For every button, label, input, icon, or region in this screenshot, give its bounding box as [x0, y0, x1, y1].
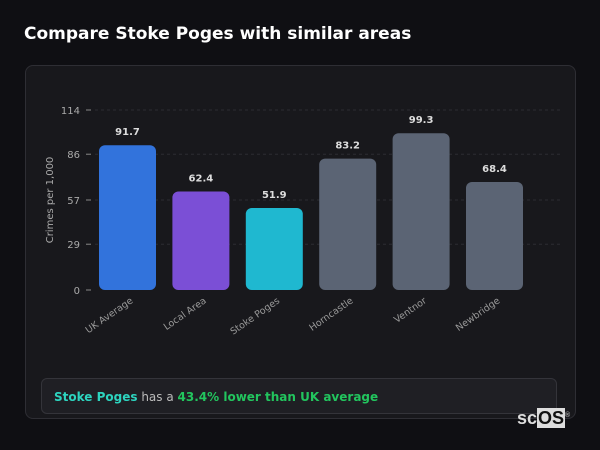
scos-logo: scOS® — [517, 408, 570, 429]
data-label: 99.3 — [409, 115, 434, 126]
x-tick-label: Horncastle — [307, 295, 355, 333]
data-label: 68.4 — [482, 164, 507, 175]
data-label: 62.4 — [189, 173, 214, 184]
x-tick-label: Newbridge — [454, 295, 502, 333]
y-axis-label: Crimes per 1,000 — [45, 157, 56, 244]
insight-box: Stoke Poges has a 43.4% lower than UK av… — [41, 378, 557, 414]
y-tick-label: 86 — [67, 150, 80, 161]
y-tick-label: 57 — [67, 196, 80, 207]
data-label: 91.7 — [115, 127, 140, 138]
x-tick-label: Stoke Poges — [229, 295, 283, 337]
logo-mark: ® — [565, 412, 571, 419]
bar-newbridge — [466, 182, 523, 290]
y-tick-label: 114 — [61, 106, 80, 117]
y-tick-label: 29 — [67, 240, 80, 251]
logo-text-box: OS — [537, 408, 566, 428]
insight-connector: has a — [137, 390, 178, 404]
bar-ventnor — [392, 133, 450, 290]
bar-local-area — [172, 191, 230, 290]
insight-comparison: 43.4% lower than UK average — [177, 390, 379, 404]
bar-stoke-poges — [245, 208, 303, 290]
x-tick-label: Local Area — [162, 295, 209, 332]
x-tick-label: UK Average — [84, 295, 136, 336]
page-title: Compare Stoke Poges with similar areas — [24, 24, 412, 44]
insight-area: Stoke Poges — [54, 390, 138, 404]
bar-uk-average — [99, 145, 156, 290]
x-tick-label: Ventnor — [392, 295, 429, 325]
data-label: 51.9 — [262, 190, 287, 201]
y-tick-label: 0 — [74, 286, 80, 297]
data-label: 83.2 — [335, 141, 360, 152]
logo-text: sc — [517, 408, 538, 428]
bar-horncastle — [319, 158, 377, 290]
